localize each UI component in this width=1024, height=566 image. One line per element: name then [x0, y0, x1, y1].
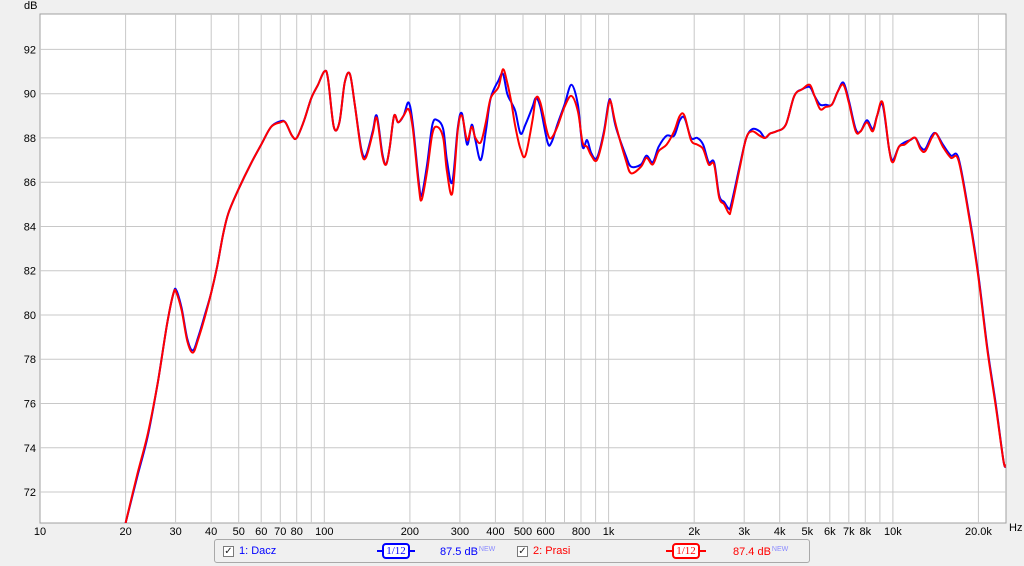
y-tick-label: 84	[24, 221, 36, 233]
dacz-smoothing-button[interactable]: 1/12	[382, 543, 410, 559]
prasi-smoothing-button[interactable]: 1/12	[672, 543, 700, 559]
y-tick-label: 76	[24, 398, 36, 410]
x-tick-label: 50	[233, 526, 245, 538]
x-tick-label: 6k	[824, 526, 836, 538]
legend-item-dacz[interactable]: ✓ 1: Dacz	[223, 545, 276, 557]
grid-lines	[40, 14, 1006, 523]
dacz-average-value: 87.5 dBNEW	[440, 546, 495, 558]
x-tick-label: 3k	[738, 526, 750, 538]
series-lines	[124, 68, 1006, 523]
y-tick-label: 92	[24, 44, 36, 56]
y-tick-label: 80	[24, 310, 36, 322]
x-tick-label: 10k	[884, 526, 902, 538]
x-tick-label: 70	[274, 526, 286, 538]
dacz-average-text: 87.5 dB	[440, 546, 478, 558]
x-tick-label: 100	[315, 526, 333, 538]
x-tick-label: 300	[451, 526, 469, 538]
y-tick-label: 82	[24, 266, 36, 278]
x-axis-unit-label: Hz	[1009, 522, 1022, 534]
x-tick-label: 5k	[801, 526, 813, 538]
x-tick-label: 200	[401, 526, 419, 538]
prasi-average-text: 87.4 dB	[733, 546, 771, 558]
x-tick-label: 4k	[774, 526, 786, 538]
dacz-label: 1: Dacz	[239, 545, 277, 557]
x-tick-label: 60	[255, 526, 267, 538]
dacz-checkbox[interactable]: ✓	[223, 545, 234, 557]
legend-bar: ✓ 1: Dacz 1/12 87.5 dBNEW ✓ 2: Prasi 1/1…	[214, 539, 810, 563]
x-tick-label: 20.0k	[965, 526, 992, 538]
y-axis-unit-label: dB	[24, 0, 37, 12]
y-tick-label: 86	[24, 177, 36, 189]
x-tick-label: 40	[205, 526, 217, 538]
prasi-checkbox[interactable]: ✓	[517, 545, 528, 557]
y-tick-label: 88	[24, 133, 36, 145]
x-tick-label: 800	[572, 526, 590, 538]
x-tick-label: 8k	[860, 526, 872, 538]
x-tick-label: 80	[291, 526, 303, 538]
y-tick-labels: 72 74 76 78 80 82 84 86 88 90 92	[24, 44, 36, 499]
x-tick-label: 500	[514, 526, 532, 538]
y-tick-label: 74	[24, 443, 36, 455]
y-tick-label: 90	[24, 89, 36, 101]
x-tick-label: 400	[486, 526, 504, 538]
prasi-average-value: 87.4 dBNEW	[733, 546, 788, 558]
dacz-new-badge: NEW	[478, 546, 496, 553]
prasi-label: 2: Prasi	[533, 545, 571, 557]
y-tick-label: 72	[24, 487, 36, 499]
x-tick-label: 1k	[603, 526, 615, 538]
x-tick-label: 30	[170, 526, 182, 538]
x-tick-label: 600	[536, 526, 554, 538]
x-tick-label: 10	[34, 526, 46, 538]
prasi-new-badge: NEW	[771, 546, 789, 553]
x-tick-label: 20	[119, 526, 131, 538]
y-tick-label: 78	[24, 354, 36, 366]
x-tick-label: 7k	[843, 526, 855, 538]
series-line-2	[124, 68, 1006, 523]
x-tick-label: 2k	[688, 526, 700, 538]
x-tick-labels: 10 20 30 40 50 60 70 80 100 200 300 400 500 600 800 1k 2…	[34, 526, 993, 538]
legend-item-prasi[interactable]: ✓ 2: Prasi	[517, 545, 570, 557]
